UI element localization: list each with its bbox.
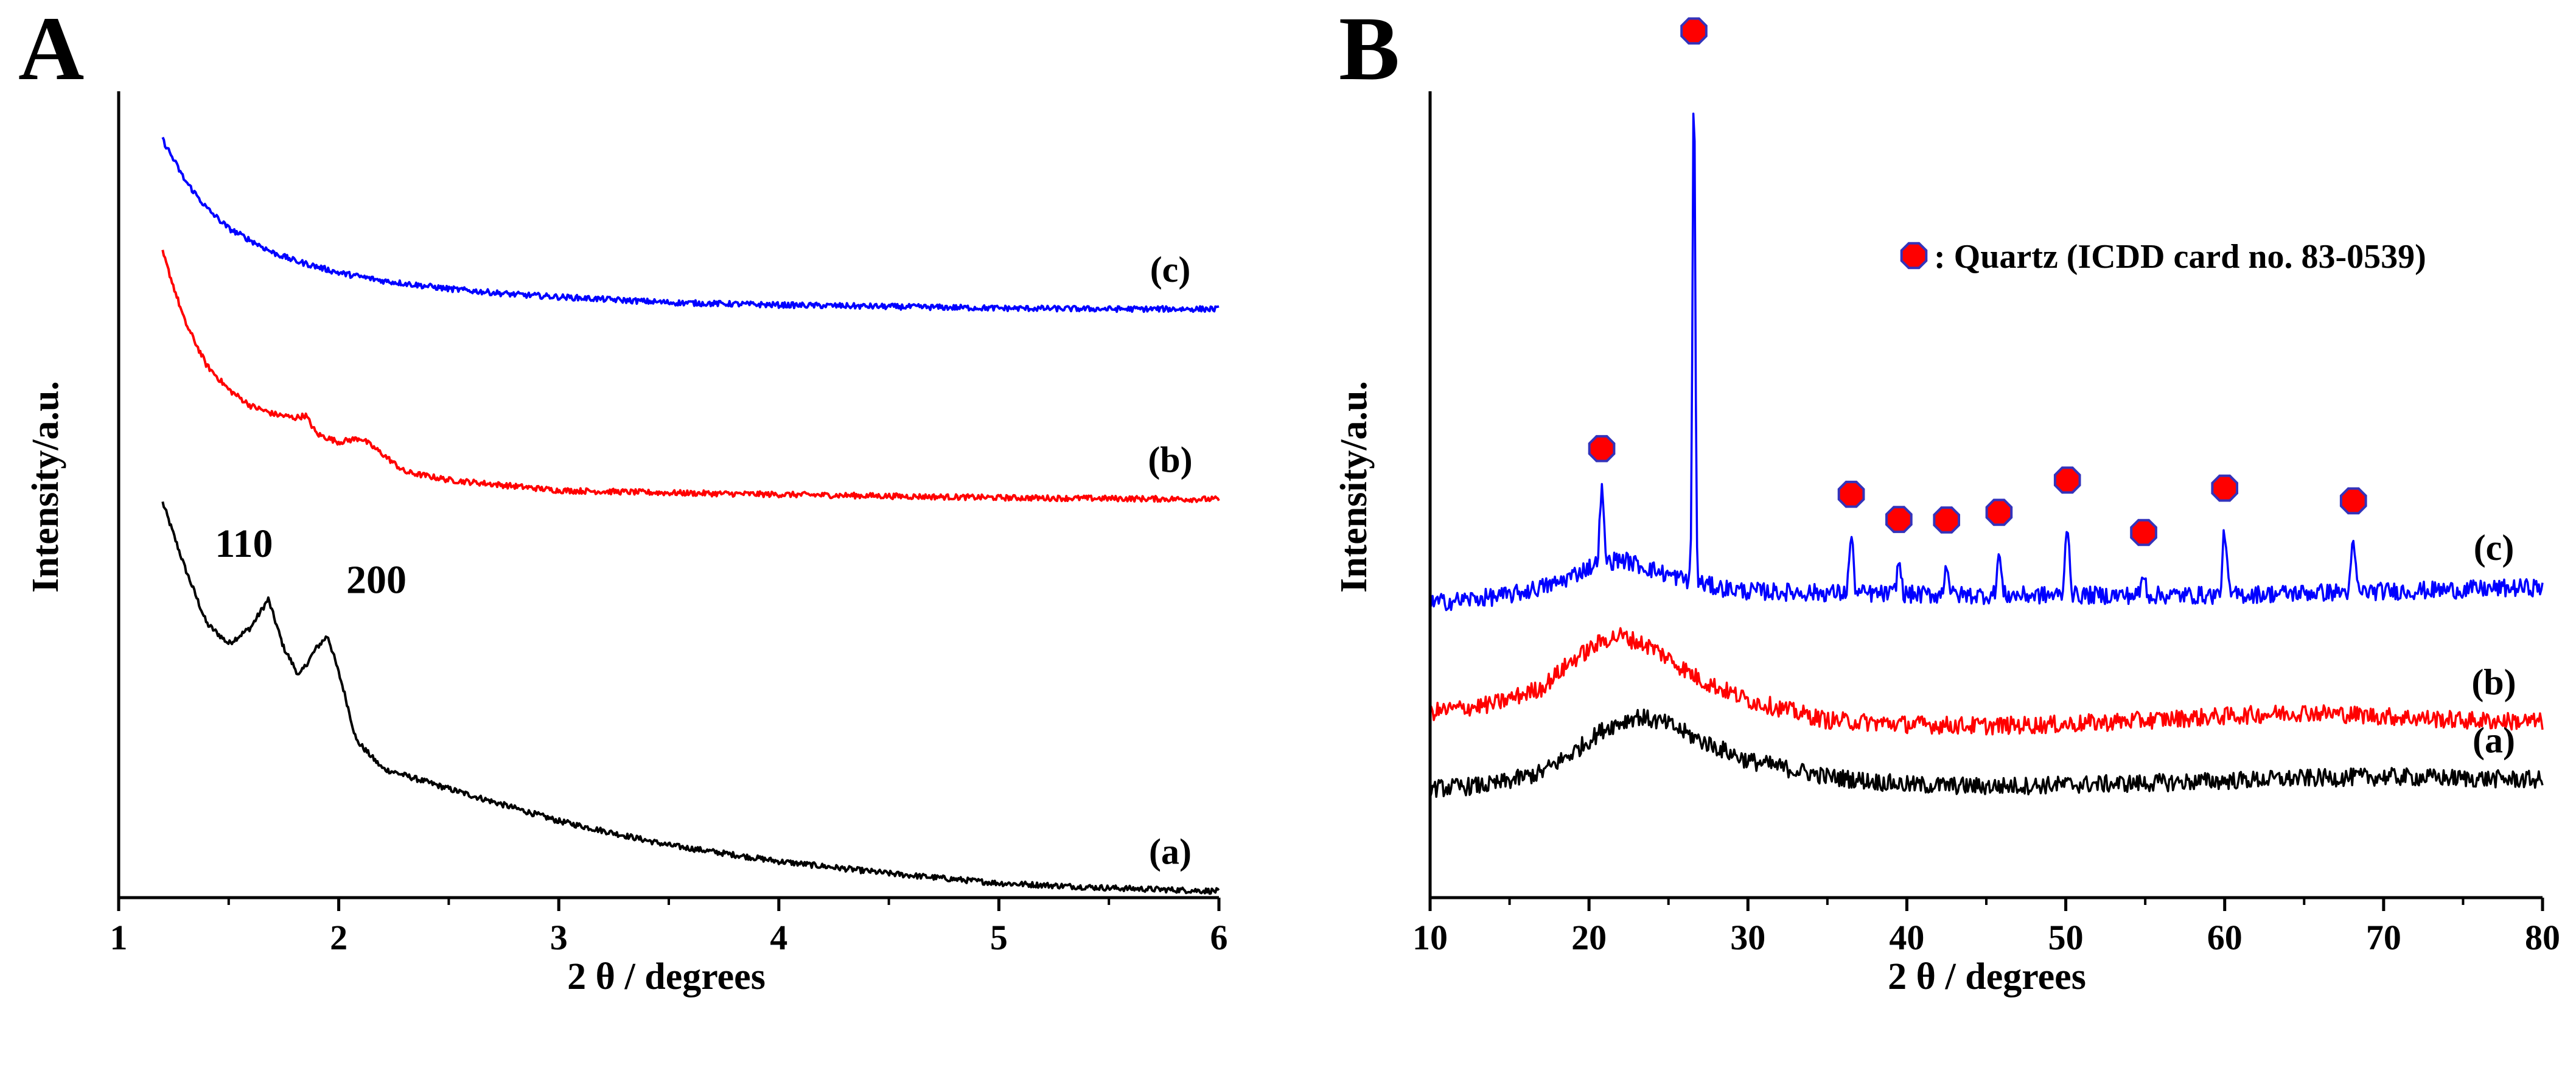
panel-a-x-tick-label: 1	[110, 918, 128, 957]
panel-b-x-tick-label: 80	[2525, 918, 2560, 957]
panel-a-curves	[161, 136, 1220, 895]
quartz-legend: : Quartz (ICDD card no. 83-0539)	[1900, 238, 2426, 276]
quartz-peak-marker	[2339, 487, 2367, 515]
panel-a-series-a	[161, 501, 1220, 895]
panel-b-x-tick-label: 70	[2366, 918, 2401, 957]
panel-a-ticks: 1 2 3 4 5 6	[110, 898, 1228, 957]
quartz-peak-marker	[2130, 519, 2157, 546]
panel-b: B 10 20 30 40 50 60 70 80 (a) (b) (c) : Quartz (I…	[1333, 0, 2560, 997]
panel-b-x-tick-label: 60	[2207, 918, 2243, 957]
panel-b-series-a	[1429, 708, 2544, 798]
panel-a-curve-label-a: (a)	[1149, 831, 1192, 871]
quartz-peak-marker	[2211, 474, 2238, 502]
quartz-peak-marker	[1680, 17, 1708, 45]
peak-label-200: 200	[346, 557, 407, 602]
quartz-peak-marker	[1933, 506, 1960, 534]
panel-a-label: A	[18, 0, 84, 99]
panel-b-x-axis-title: 2 θ / degrees	[1888, 956, 2086, 997]
panel-b-label: B	[1339, 0, 1400, 99]
panel-b-quartz-markers	[1588, 17, 2367, 546]
peak-label-110: 110	[215, 522, 273, 566]
quartz-legend-text: : Quartz (ICDD card no. 83-0539)	[1934, 238, 2426, 276]
quartz-peak-marker	[2053, 466, 2081, 494]
panel-a-series-c	[161, 136, 1220, 313]
panel-b-series-b	[1429, 627, 2544, 736]
panel-a-curve-label-c: (c)	[1150, 250, 1191, 290]
panel-b-curves	[1429, 113, 2544, 798]
panel-a-curve-label-b: (b)	[1148, 439, 1192, 480]
panel-b-x-tick-label: 20	[1571, 918, 1607, 957]
panel-a-y-axis-title: Intensity/a.u.	[25, 381, 66, 593]
quartz-legend-marker	[1900, 242, 1928, 270]
panel-b-x-tick-label: 40	[1889, 918, 1924, 957]
panel-b-x-tick-label: 50	[2048, 918, 2084, 957]
quartz-peak-marker	[1885, 506, 1913, 533]
panel-a-x-tick-label: 6	[1210, 918, 1228, 957]
panel-b-y-axis-title: Intensity/a.u.	[1333, 381, 1375, 593]
panel-a-series-b	[161, 250, 1220, 503]
panel-a-x-tick-label: 5	[990, 918, 1008, 957]
quartz-peak-marker	[1588, 435, 1616, 463]
panel-b-series-c	[1429, 113, 2544, 612]
quartz-peak-marker	[1837, 480, 1865, 508]
panel-a-x-tick-label: 4	[770, 918, 787, 957]
panel-a-x-tick-label: 2	[330, 918, 347, 957]
panel-a-x-axis-title: 2 θ / degrees	[567, 956, 766, 997]
panel-b-x-tick-label: 10	[1412, 918, 1448, 957]
panel-b-curve-label-b: (b)	[2471, 662, 2516, 702]
panel-a: A 1 2 3 4 5 6 (a) (b) (c) 110 200 2 θ / degrees I…	[18, 0, 1228, 997]
panel-a-labels: (a) (b) (c) 110 200	[215, 250, 1192, 872]
panel-b-curve-label-a: (a)	[2473, 721, 2515, 761]
panel-b-ticks: 10 20 30 40 50 60 70 80	[1412, 898, 2560, 957]
quartz-peak-marker	[1985, 498, 2013, 526]
panel-b-labels: (a) (b) (c)	[2471, 528, 2516, 761]
panel-a-x-tick-label: 3	[550, 918, 568, 957]
panel-b-curve-label-c: (c)	[2474, 528, 2515, 568]
panel-b-x-tick-label: 30	[1730, 918, 1765, 957]
